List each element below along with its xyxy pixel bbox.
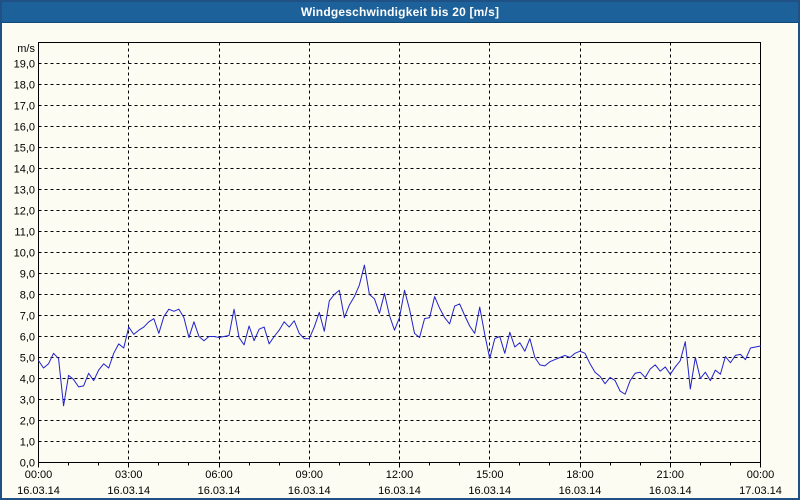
y-axis-label: 18,0 (14, 80, 35, 92)
chart-title: Windgeschwindigkeit bis 20 [m/s] (300, 5, 500, 19)
y-axis-label: 14,0 (14, 164, 35, 176)
y-axis-label: 16,0 (14, 122, 35, 134)
y-axis-label: 15,0 (14, 143, 35, 155)
x-date-label: 16.03.14 (107, 485, 150, 497)
y-axis-label: 5,0 (20, 353, 35, 365)
y-axis-label: 4,0 (20, 374, 35, 386)
x-date-label: 16.03.14 (288, 485, 331, 497)
x-time-label: 06:00 (205, 469, 233, 481)
x-date-label: 16.03.14 (198, 485, 241, 497)
x-date-label: 16.03.14 (559, 485, 602, 497)
y-axis-label: 8,0 (20, 290, 35, 302)
y-axis-label: 2,0 (20, 416, 35, 428)
y-axis-label: 1,0 (20, 437, 35, 449)
y-axis-label: 12,0 (14, 206, 35, 218)
y-axis-label: 11,0 (14, 227, 35, 239)
x-date-label: 16.03.14 (468, 485, 511, 497)
y-axis-label: 3,0 (20, 395, 35, 407)
x-time-label: 00:00 (747, 469, 775, 481)
y-axis-label: 10,0 (14, 248, 35, 260)
y-axis-label: 0,0 (20, 458, 35, 470)
x-date-label: 16.03.14 (378, 485, 421, 497)
y-axis-label: 9,0 (20, 269, 35, 281)
x-date-label: 16.03.14 (649, 485, 692, 497)
plot-area: 0,0 1,0 2,0 3,0 4,0 5,0 6,0 7,0 8,0 9,0 10,0 11,0 12… (2, 25, 798, 498)
x-time-label: 18:00 (566, 469, 594, 481)
y-axis-unit-label: m/s (17, 43, 35, 55)
x-time-label: 09:00 (295, 469, 323, 481)
plot-frame (38, 42, 761, 463)
y-axis-label: 17,0 (14, 101, 35, 113)
x-time-label: 03:00 (115, 469, 143, 481)
y-axis-label: 6,0 (20, 332, 35, 344)
x-time-label: 00:00 (25, 469, 53, 481)
x-time-label: 12:00 (386, 469, 414, 481)
y-axis-label: 13,0 (14, 185, 35, 197)
x-date-label: 17.03.14 (739, 485, 782, 497)
y-axis-label: 19,0 (14, 59, 35, 71)
x-date-label: 16.03.14 (17, 485, 60, 497)
x-time-label: 21:00 (656, 469, 684, 481)
x-time-label: 15:00 (476, 469, 504, 481)
wind-speed-line (38, 264, 761, 407)
y-axis-label: 7,0 (20, 311, 35, 323)
wind-speed-chart: 0,0 1,0 2,0 3,0 4,0 5,0 6,0 7,0 8,0 9,0 10,0 11,0 12… (14, 42, 782, 497)
titlebar: Windgeschwindigkeit bis 20 [m/s] (2, 2, 798, 23)
